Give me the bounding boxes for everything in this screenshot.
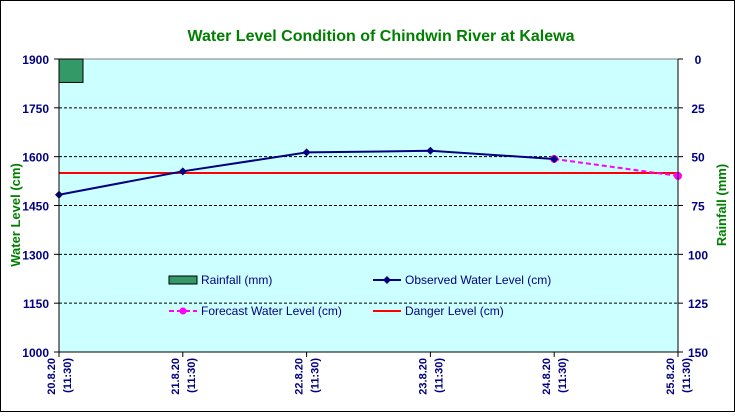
chart-title: Water Level Condition of Chindwin River … [187, 28, 574, 45]
y-axis-title-right: Rainfall (mm) [714, 164, 729, 246]
legend-item-danger: Danger Level (cm) [373, 304, 504, 318]
y-tick-label: 1150 [23, 297, 49, 311]
legend-label: Observed Water Level (cm) [405, 273, 551, 287]
observed-point [178, 167, 187, 176]
x-tick-time: (11:30) [310, 358, 322, 393]
legend: Rainfall (mm) Observed Water Level (cm) Fo… [168, 273, 551, 318]
y2-tick-label: 150 [688, 346, 708, 360]
legend-label: Danger Level (cm) [405, 304, 504, 318]
legend-label: Forecast Water Level (cm) [201, 304, 342, 318]
y2-tick-label: 25 [691, 102, 705, 116]
rainfall-bar [58, 58, 84, 83]
series-lines [55, 146, 682, 199]
rainfall-bars [58, 58, 84, 83]
y-tick-label: 1300 [22, 248, 49, 262]
y2-tick-label: 0 [695, 53, 702, 67]
legend-marker [383, 276, 391, 284]
x-tick-date: 25.8.20 [665, 358, 677, 395]
y2-tick-label: 50 [691, 151, 705, 165]
y2-tick-label: 100 [688, 248, 708, 262]
y2-tick-label: 75 [691, 200, 705, 214]
observed-point [302, 148, 311, 157]
forecast-line [554, 157, 679, 177]
observed-point [426, 146, 435, 155]
legend-label: Rainfall (mm) [201, 273, 272, 287]
legend-item-rainfall: Rainfall (mm) [168, 273, 272, 287]
legend-marker [179, 307, 187, 315]
x-tick-date: 21.8.20 [170, 358, 182, 395]
x-tick-date: 23.8.20 [417, 358, 429, 395]
x-tick-time: (11:30) [557, 358, 569, 393]
axes: 1900 1750 1600 1450 1300 1150 1000 0 25 50 75 100 12… [22, 53, 708, 395]
y-tick-label: 1600 [22, 151, 49, 165]
x-tick-time: (11:30) [186, 358, 198, 393]
x-tick-time: (11:30) [433, 358, 445, 393]
y-tick-label: 1450 [22, 200, 49, 214]
gridlines [59, 107, 678, 304]
legend-item-observed: Observed Water Level (cm) [373, 273, 551, 287]
y2-tick-label: 125 [688, 297, 708, 311]
y-tick-label: 1900 [22, 53, 49, 67]
y-tick-label: 1750 [22, 102, 49, 116]
x-tick-date: 20.8.20 [46, 358, 58, 395]
legend-item-forecast: Forecast Water Level (cm) [169, 304, 342, 318]
x-tick-time: (11:30) [681, 358, 693, 393]
observed-point [550, 154, 559, 163]
x-tick-date: 24.8.20 [541, 358, 553, 395]
y-tick-label: 1000 [22, 346, 49, 360]
legend-swatch [168, 275, 198, 285]
x-tick-time: (11:30) [62, 358, 74, 393]
x-tick-date: 22.8.20 [294, 358, 306, 395]
y-axis-title-left: Water Level (cm) [8, 163, 23, 267]
